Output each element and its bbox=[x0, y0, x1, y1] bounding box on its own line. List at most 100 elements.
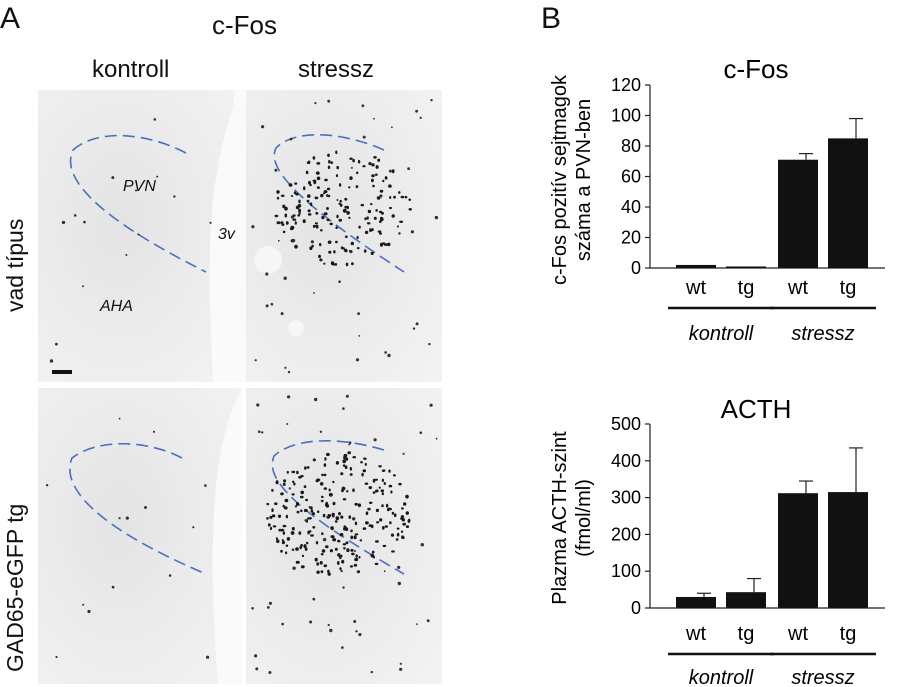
nucleus bbox=[276, 539, 280, 543]
nucleus bbox=[344, 197, 348, 201]
nucleus bbox=[111, 585, 115, 589]
nucleus bbox=[304, 519, 308, 522]
nucleus bbox=[335, 174, 339, 178]
nucleus bbox=[343, 526, 347, 530]
nucleus bbox=[389, 196, 392, 199]
nucleus bbox=[254, 654, 258, 658]
y-axis-label: száma a PVN-ben bbox=[573, 99, 595, 261]
nucleus bbox=[356, 235, 359, 240]
nucleus bbox=[398, 191, 401, 194]
nucleus bbox=[322, 513, 326, 518]
nucleus bbox=[435, 437, 438, 440]
nucleus bbox=[381, 504, 384, 508]
nucleus bbox=[209, 221, 212, 224]
nucleus bbox=[366, 222, 371, 225]
nucleus bbox=[168, 574, 172, 577]
nucleus bbox=[408, 518, 411, 523]
nucleus bbox=[392, 474, 396, 477]
nucleus bbox=[348, 216, 351, 219]
nucleus bbox=[282, 204, 286, 209]
nucleus bbox=[393, 195, 396, 199]
nucleus bbox=[420, 543, 424, 547]
nucleus bbox=[365, 521, 369, 525]
nucleus bbox=[362, 469, 366, 473]
nucleus bbox=[283, 479, 287, 483]
nucleus bbox=[351, 552, 355, 556]
nucleus bbox=[265, 304, 269, 308]
nucleus bbox=[354, 550, 356, 552]
nucleus bbox=[332, 501, 336, 506]
nucleus bbox=[363, 249, 367, 253]
nucleus bbox=[361, 104, 365, 108]
nucleus bbox=[339, 567, 342, 570]
nucleus bbox=[316, 176, 321, 181]
nucleus bbox=[357, 503, 362, 508]
bar bbox=[726, 592, 766, 608]
nucleus bbox=[251, 225, 255, 229]
nucleus bbox=[335, 150, 338, 155]
nucleus bbox=[408, 208, 412, 211]
nucleus bbox=[152, 430, 156, 433]
nucleus bbox=[269, 515, 273, 519]
nucleus bbox=[379, 194, 383, 198]
nucleus bbox=[281, 538, 284, 542]
nucleus bbox=[272, 525, 277, 528]
nucleus bbox=[386, 242, 391, 247]
nucleus bbox=[358, 335, 361, 337]
nucleus bbox=[388, 169, 392, 173]
nucleus bbox=[329, 549, 333, 553]
nucleus bbox=[381, 492, 384, 496]
nucleus bbox=[388, 469, 391, 473]
nucleus bbox=[276, 221, 281, 225]
nucleus bbox=[372, 478, 376, 483]
nucleus bbox=[382, 544, 387, 548]
nucleus bbox=[373, 156, 377, 159]
nucleus bbox=[380, 489, 385, 493]
bar bbox=[778, 159, 818, 268]
nucleus bbox=[434, 215, 439, 220]
nucleus bbox=[313, 292, 315, 294]
nucleus bbox=[319, 243, 322, 247]
nucleus bbox=[312, 179, 317, 182]
nucleus bbox=[349, 176, 353, 180]
micrograph-grid bbox=[38, 90, 442, 684]
nucleus bbox=[379, 189, 384, 193]
nucleus bbox=[368, 501, 373, 504]
nucleus bbox=[346, 205, 349, 210]
nucleus bbox=[324, 178, 328, 182]
nucleus bbox=[310, 509, 314, 513]
nucleus bbox=[319, 258, 323, 262]
nucleus bbox=[340, 472, 344, 476]
nucleus bbox=[389, 521, 392, 525]
nucleus bbox=[276, 190, 280, 194]
nucleus bbox=[298, 199, 301, 204]
y-tick-label: 400 bbox=[611, 451, 641, 471]
nucleus bbox=[375, 165, 379, 169]
x-tick-label: tg bbox=[738, 623, 755, 645]
nucleus bbox=[402, 522, 407, 526]
nucleus bbox=[379, 232, 382, 235]
nucleus bbox=[327, 99, 331, 103]
micrograph-wt-kontroll bbox=[38, 90, 242, 382]
nucleus bbox=[332, 538, 337, 542]
nucleus bbox=[328, 250, 332, 254]
nucleus bbox=[297, 203, 302, 208]
nucleus bbox=[345, 541, 349, 545]
nucleus bbox=[314, 102, 317, 105]
nucleus bbox=[356, 247, 360, 250]
nucleus bbox=[254, 359, 257, 362]
nucleus bbox=[286, 537, 291, 541]
panel-a-letter: A bbox=[0, 2, 21, 35]
nucleus bbox=[323, 262, 326, 265]
nucleus bbox=[342, 498, 347, 501]
x-tick-label: tg bbox=[840, 623, 857, 645]
nucleus bbox=[266, 502, 270, 506]
y-tick-label: 120 bbox=[611, 75, 641, 95]
nucleus bbox=[303, 508, 308, 513]
nucleus bbox=[266, 517, 269, 520]
nucleus bbox=[287, 395, 291, 399]
nucleus bbox=[373, 216, 377, 220]
nucleus bbox=[383, 570, 386, 573]
nucleus bbox=[327, 165, 331, 170]
nucleus bbox=[312, 458, 316, 462]
